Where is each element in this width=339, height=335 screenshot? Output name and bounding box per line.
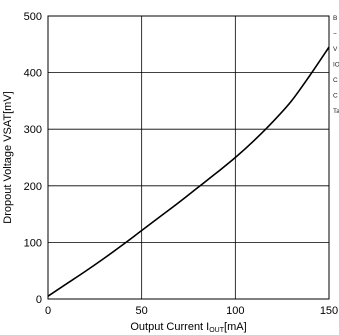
- grid: [48, 16, 329, 299]
- conditions-note-line: B: [333, 15, 337, 22]
- y-tick-label: 0: [36, 294, 42, 306]
- x-tick-label: 100: [226, 305, 244, 317]
- x-axis-title: Output Current IOUT[mA]: [130, 321, 246, 334]
- x-axis-title-unit: [mA]: [224, 321, 247, 333]
- conditions-note-line: C: [333, 93, 338, 100]
- x-tick-label: 0: [45, 305, 51, 317]
- plot-frame: [47, 15, 330, 300]
- y-tick-label: 400: [24, 68, 42, 80]
- conditions-note-line: IO: [333, 62, 339, 69]
- y-tick-label: 200: [24, 181, 42, 193]
- conditions-note-line: Ta: [333, 108, 339, 115]
- dropout-voltage-line: [47, 46, 330, 297]
- y-tick-label: 300: [24, 124, 42, 136]
- x-tick-label: 50: [136, 305, 148, 317]
- conditions-note-line: C: [333, 77, 338, 84]
- y-tick-label: 500: [24, 11, 42, 23]
- x-tick-label: 150: [320, 305, 338, 317]
- conditions-note: B ~ V IO C C Ta: [333, 15, 339, 115]
- x-axis-title-subscript: OUT: [209, 327, 225, 334]
- series: [47, 46, 330, 297]
- conditions-note-line: V: [333, 46, 338, 53]
- x-axis-title-main: Output Current I: [130, 321, 209, 333]
- y-axis-title: Dropout Voltage VSAT[mV]: [2, 91, 14, 223]
- y-tick-label: 100: [24, 237, 42, 249]
- conditions-note-line: ~: [333, 31, 337, 38]
- tick-labels: 0 50 100 150 0 100 200 300 400 500: [24, 11, 339, 317]
